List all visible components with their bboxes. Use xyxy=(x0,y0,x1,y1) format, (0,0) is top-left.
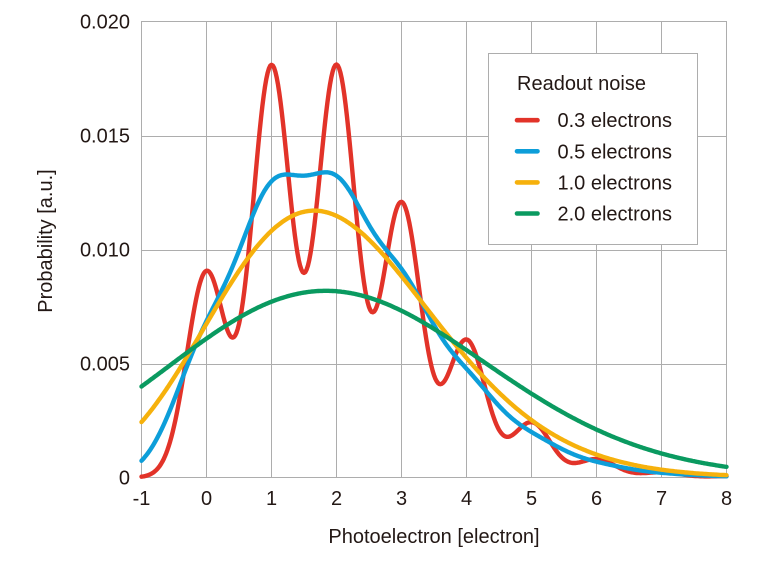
svg-text:3: 3 xyxy=(396,488,407,510)
svg-text:-1: -1 xyxy=(133,488,151,510)
svg-text:0.005: 0.005 xyxy=(80,354,130,376)
svg-text:0.3 electrons: 0.3 electrons xyxy=(558,110,673,132)
svg-text:2: 2 xyxy=(331,488,342,510)
svg-text:2.0 electrons: 2.0 electrons xyxy=(558,204,673,226)
svg-text:0.5 electrons: 0.5 electrons xyxy=(558,141,673,163)
svg-text:5: 5 xyxy=(526,488,537,510)
svg-text:6: 6 xyxy=(591,488,602,510)
svg-text:0.010: 0.010 xyxy=(80,240,130,262)
svg-text:0.015: 0.015 xyxy=(80,126,130,148)
svg-text:0.020: 0.020 xyxy=(80,12,130,34)
svg-text:Readout noise: Readout noise xyxy=(517,73,646,95)
svg-text:Probability [a.u.]: Probability [a.u.] xyxy=(35,169,57,312)
svg-text:1: 1 xyxy=(266,488,277,510)
svg-text:7: 7 xyxy=(656,488,667,510)
svg-text:Photoelectron [electron]: Photoelectron [electron] xyxy=(328,526,539,548)
svg-text:4: 4 xyxy=(461,488,472,510)
svg-text:0: 0 xyxy=(201,488,212,510)
svg-text:0: 0 xyxy=(119,468,130,490)
svg-text:1.0 electrons: 1.0 electrons xyxy=(558,172,673,194)
svg-text:8: 8 xyxy=(721,488,732,510)
